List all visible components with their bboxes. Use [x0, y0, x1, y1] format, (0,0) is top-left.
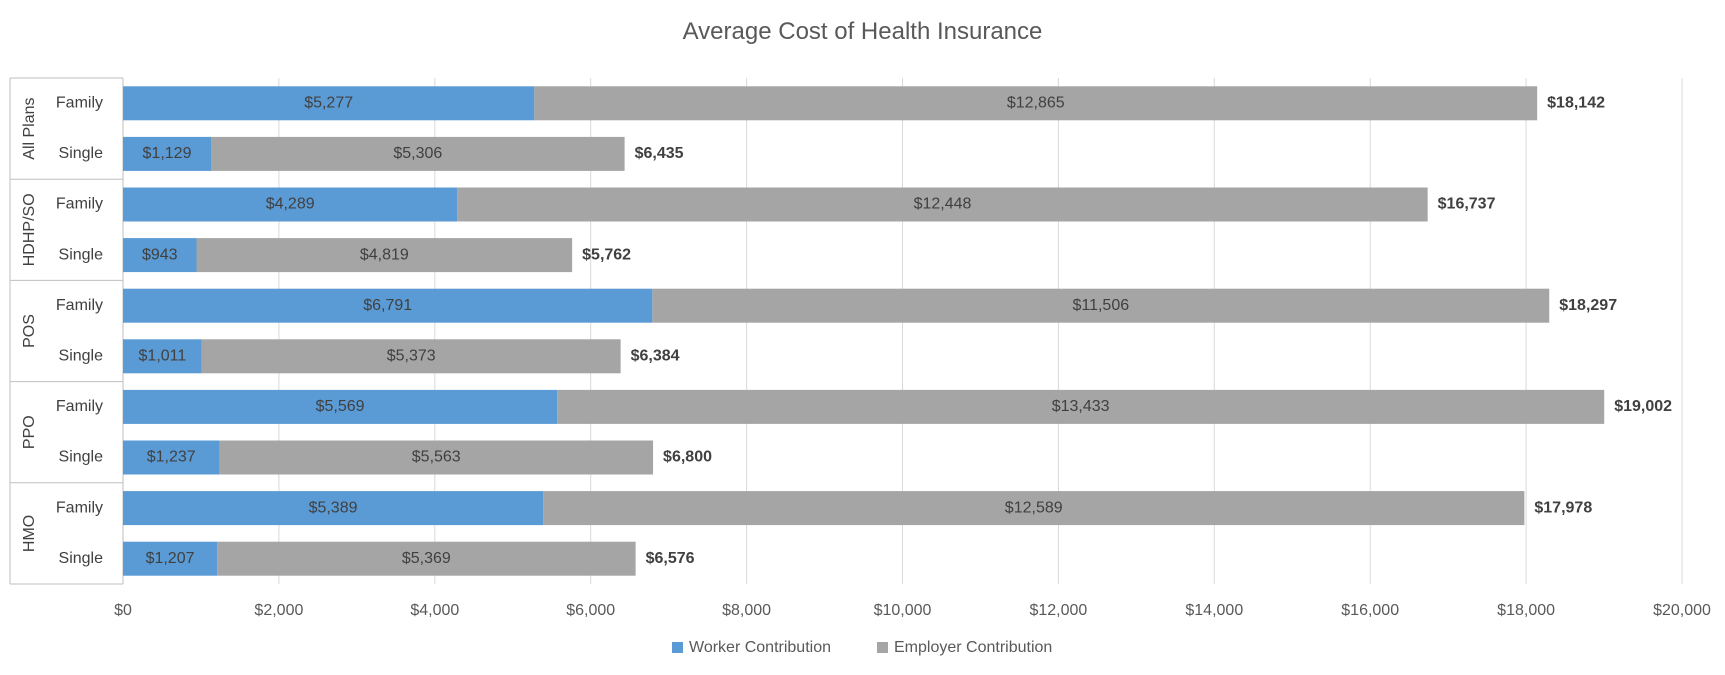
worker-bar	[123, 339, 202, 374]
total-value-label: $17,978	[1534, 499, 1592, 516]
x-tick-label: $10,000	[874, 602, 932, 619]
employer-bar	[196, 238, 573, 273]
total-value-label: $16,737	[1438, 196, 1496, 213]
category-label: Family	[56, 398, 103, 415]
worker-value-label: $1,129	[143, 145, 192, 162]
x-tick-label: $20,000	[1653, 602, 1711, 619]
employer-bar	[543, 491, 1525, 526]
employer-value-label: $11,506	[1072, 297, 1129, 314]
legend-employer-label: Employer Contribution	[894, 639, 1052, 656]
employer-value-label: $5,306	[393, 145, 442, 162]
worker-value-label: $943	[142, 246, 178, 263]
total-value-label: $5,762	[582, 246, 631, 263]
category-label: Family	[56, 196, 103, 213]
employer-value-label: $12,865	[1007, 95, 1065, 112]
employer-bar	[219, 440, 654, 475]
x-tick-label: $8,000	[722, 602, 771, 619]
employer-bar	[457, 187, 1428, 222]
worker-bar	[123, 86, 535, 121]
legend-employer-swatch	[877, 642, 888, 653]
group-label: POS	[21, 314, 38, 348]
x-tick-label: $4,000	[410, 602, 459, 619]
employer-value-label: $5,563	[412, 449, 461, 466]
worker-bar	[123, 389, 558, 424]
legend-worker-swatch	[672, 642, 683, 653]
worker-bar	[123, 491, 544, 526]
x-tick-label: $14,000	[1185, 602, 1243, 619]
employer-bar	[217, 541, 636, 576]
worker-bar	[123, 187, 458, 222]
worker-bar	[123, 288, 653, 323]
group-label: All Plans	[21, 97, 38, 159]
worker-bar	[123, 136, 212, 171]
worker-bar	[123, 440, 220, 475]
category-label: Family	[56, 297, 103, 314]
worker-value-label: $1,237	[147, 449, 196, 466]
x-tick-label: $2,000	[254, 602, 303, 619]
category-label: Single	[59, 449, 104, 466]
employer-bar	[201, 339, 621, 374]
employer-value-label: $5,373	[387, 348, 436, 365]
x-tick-label: $6,000	[566, 602, 615, 619]
employer-value-label: $5,369	[402, 550, 451, 567]
x-tick-label: $0	[114, 602, 132, 619]
worker-value-label: $6,791	[363, 297, 412, 314]
x-tick-label: $18,000	[1497, 602, 1555, 619]
worker-value-label: $5,389	[309, 499, 358, 516]
category-label: Single	[59, 550, 104, 567]
worker-value-label: $4,289	[266, 196, 315, 213]
category-label: Single	[59, 246, 104, 263]
total-value-label: $19,002	[1614, 398, 1672, 415]
total-value-label: $6,435	[635, 145, 684, 162]
employer-bar	[534, 86, 1538, 121]
chart-title: Average Cost of Health Insurance	[682, 18, 1043, 45]
category-label: Single	[59, 348, 104, 365]
worker-bar	[123, 238, 197, 273]
total-value-label: $6,576	[646, 550, 695, 567]
category-label: Family	[56, 95, 103, 112]
employer-bar	[652, 288, 1550, 323]
employer-value-label: $4,819	[360, 246, 409, 263]
worker-value-label: $1,207	[146, 550, 195, 567]
x-tick-label: $12,000	[1029, 602, 1087, 619]
total-value-label: $18,142	[1547, 95, 1605, 112]
total-value-label: $6,384	[631, 348, 680, 365]
employer-value-label: $13,433	[1052, 398, 1110, 415]
employer-value-label: $12,589	[1005, 499, 1063, 516]
category-label: Single	[59, 145, 104, 162]
group-label: HMO	[21, 515, 38, 552]
total-value-label: $6,800	[663, 449, 712, 466]
group-label: PPO	[21, 415, 38, 449]
employer-value-label: $12,448	[914, 196, 972, 213]
group-label: HDHP/SO	[21, 193, 38, 266]
employer-bar	[211, 136, 625, 171]
worker-value-label: $1,011	[139, 348, 187, 365]
category-label: Family	[56, 499, 103, 516]
total-value-label: $18,297	[1559, 297, 1617, 314]
legend-worker-label: Worker Contribution	[689, 639, 831, 656]
employer-bar	[557, 389, 1605, 424]
worker-bar	[123, 541, 218, 576]
worker-value-label: $5,277	[304, 95, 353, 112]
worker-value-label: $5,569	[316, 398, 365, 415]
x-tick-label: $16,000	[1341, 602, 1399, 619]
